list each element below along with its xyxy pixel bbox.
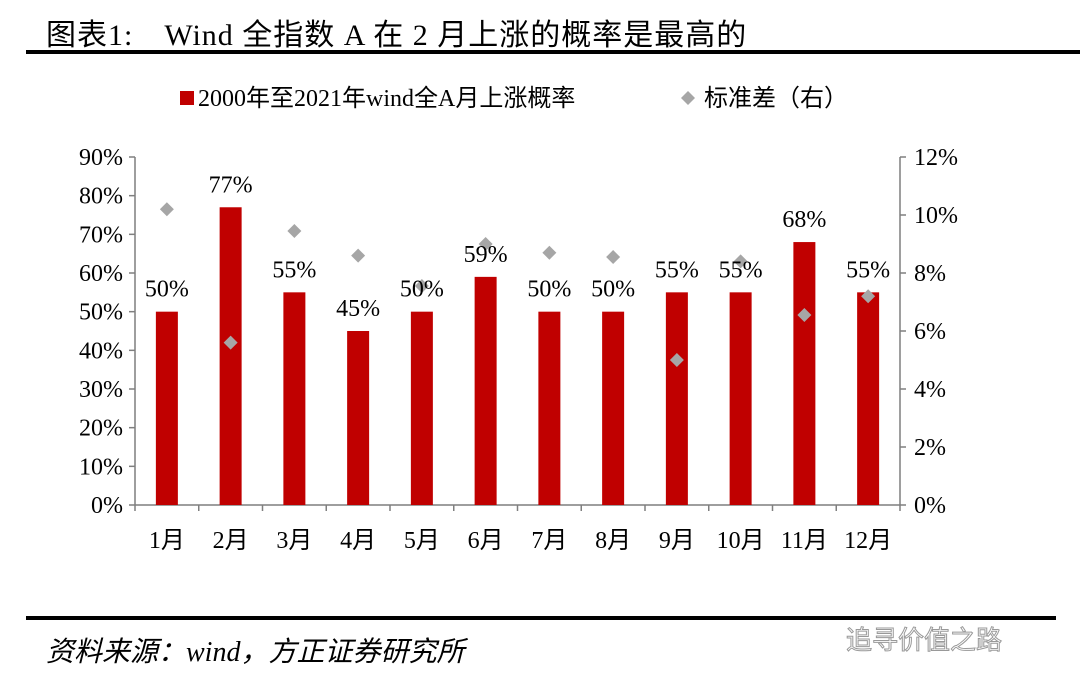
x-tick-label: 7月 [531, 528, 567, 554]
bar-data-label: 59% [464, 242, 508, 268]
left-tick-label: 90% [79, 145, 123, 171]
x-tick-label: 4月 [340, 528, 376, 554]
x-tick-label: 1月 [149, 528, 185, 554]
legend-bar-label: 2000年至2021年wind全A月上涨概率 [198, 85, 575, 112]
bar-data-label: 68% [782, 207, 826, 233]
bar [155, 311, 178, 505]
right-tick-label: 2% [914, 435, 946, 461]
bar-data-label: 77% [209, 172, 253, 198]
left-tick-label: 20% [79, 416, 123, 442]
std-dev-marker [797, 308, 812, 323]
x-tick-label: 2月 [213, 528, 249, 554]
legend-bar-swatch [180, 91, 194, 105]
left-tick-label: 10% [79, 454, 123, 480]
figure-title: 图表1: Wind 全指数 A 在 2 月上涨的概率是最高的 [46, 19, 748, 52]
bar [857, 292, 880, 505]
bar [474, 276, 497, 505]
std-dev-marker [606, 250, 621, 265]
bar-data-label: 55% [719, 257, 763, 283]
left-tick-label: 0% [91, 493, 123, 519]
left-tick-label: 30% [79, 377, 123, 403]
bar [283, 292, 306, 505]
bar [729, 292, 752, 505]
bar-data-label: 55% [655, 257, 699, 283]
legend-diamond-swatch [681, 91, 695, 105]
left-tick-label: 70% [79, 222, 123, 248]
right-tick-label: 0% [914, 493, 946, 519]
right-tick-label: 6% [914, 319, 946, 345]
std-dev-marker [287, 223, 302, 238]
x-tick-label: 9月 [659, 528, 695, 554]
top-rule [26, 50, 1080, 54]
std-dev-marker [542, 245, 557, 260]
x-tick-label: 8月 [595, 528, 631, 554]
std-dev-marker [669, 353, 684, 367]
x-tick-label: 10月 [717, 528, 765, 554]
chart: 0% 10% 20% 30% 40% 50% 60% 70% 80% 90% 0% 2% 4% 6% 8% 1… [79, 85, 958, 554]
source-note: 资料来源：wind，方正证券研究所 [46, 637, 465, 668]
left-tick-label: 40% [79, 338, 123, 364]
left-tick-label: 60% [79, 261, 123, 287]
right-tick-label: 12% [914, 145, 958, 171]
bar [665, 292, 688, 505]
x-tick-label: 11月 [781, 528, 828, 554]
legend-std-label: 标准差（右） [704, 85, 848, 112]
bar-data-label: 50% [400, 277, 444, 303]
bar [410, 311, 433, 505]
std-dev-marker [351, 248, 366, 263]
x-tick-label: 6月 [468, 528, 504, 554]
std-dev-marker [223, 335, 238, 350]
bar-data-label: 50% [591, 277, 635, 303]
x-tick-label: 3月 [276, 528, 312, 554]
std-dev-marker [414, 279, 429, 294]
x-tick-label: 12月 [844, 528, 892, 554]
bar-data-label: 50% [145, 277, 189, 303]
left-tick-label: 80% [79, 184, 123, 210]
bar-data-label: 45% [336, 296, 380, 322]
std-dev-marker [861, 289, 876, 304]
std-dev-marker [478, 237, 493, 251]
watermark: 追寻价值之路 [845, 626, 1003, 657]
bar-data-label: 55% [272, 257, 316, 283]
bar [347, 331, 370, 505]
std-dev-marker [159, 202, 174, 217]
right-tick-label: 10% [914, 203, 958, 229]
bar-data-label: 55% [846, 257, 890, 283]
bottom-rule [26, 616, 1056, 620]
bar [219, 207, 242, 505]
left-tick-label: 50% [79, 300, 123, 326]
right-tick-label: 4% [914, 377, 946, 403]
right-tick-label: 8% [914, 261, 946, 287]
bar [602, 311, 625, 505]
bar-data-label: 50% [527, 277, 571, 303]
std-dev-marker [733, 254, 748, 269]
bar [538, 311, 561, 505]
x-tick-label: 5月 [404, 528, 440, 554]
bar [793, 242, 816, 506]
